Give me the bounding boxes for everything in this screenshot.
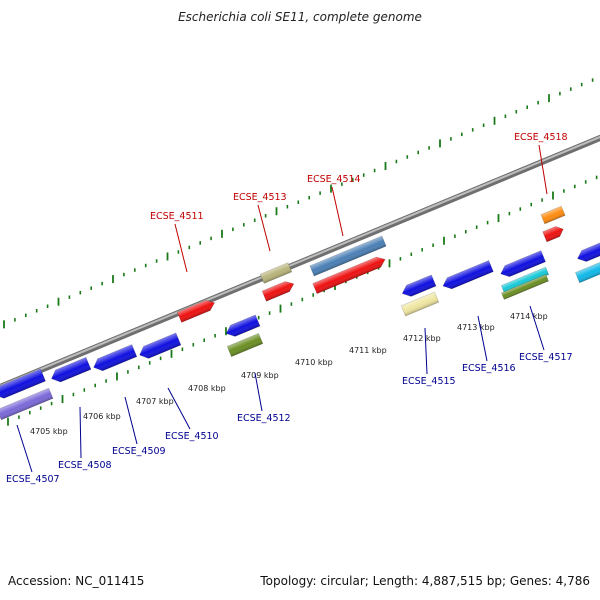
gene-label[interactable]: ECSE_4507 (6, 474, 60, 485)
label-leader-line (529, 305, 545, 351)
gene-label[interactable]: ECSE_4518 (514, 132, 568, 143)
gene-features (0, 205, 600, 421)
label-leader-line (167, 387, 191, 430)
scale-label: 4709 kbp (241, 371, 279, 380)
gene-label[interactable]: ECSE_4510 (165, 431, 219, 442)
gene-bar-4512[interactable] (226, 333, 264, 357)
gene-label[interactable]: ECSE_4511 (150, 211, 204, 222)
accession-text: Accession: NC_011415 (8, 574, 145, 588)
gene-arrow-4510[interactable] (137, 332, 182, 361)
label-leader-line (124, 396, 138, 445)
gene-bar-4513[interactable] (259, 262, 293, 284)
label-leader-line (477, 315, 488, 362)
scale-label: 4712 kbp (403, 334, 441, 343)
gene-arrow-4508[interactable] (49, 356, 92, 384)
label-leader-line (257, 204, 271, 252)
gene-bar-4515[interactable] (400, 291, 440, 317)
label-leader-line (538, 144, 548, 195)
gene-arrow-4518[interactable] (542, 224, 566, 243)
label-leader-line (331, 186, 344, 237)
gene-label[interactable]: ECSE_4515 (402, 376, 456, 387)
gene-label[interactable]: ECSE_4512 (237, 413, 291, 424)
scale-label: 4707 kbp (136, 397, 174, 406)
gene-arrow-next[interactable] (575, 237, 600, 264)
gene-arrow-4507[interactable] (0, 368, 46, 401)
tick-track-lower (7, 175, 598, 426)
gene-arrow-4517[interactable] (498, 250, 546, 280)
genome-backbone (0, 134, 600, 391)
gene-bar-4517a[interactable] (500, 266, 550, 294)
gene-label[interactable]: ECSE_4513 (233, 192, 287, 203)
scale-label: 4706 kbp (83, 412, 121, 421)
gene-bar-4514[interactable] (309, 235, 387, 277)
scale-label: 4711 kbp (349, 346, 387, 355)
gene-arrow-4515[interactable] (400, 274, 437, 299)
scale-label: 4705 kbp (30, 427, 68, 436)
gene-arrow-4509[interactable] (91, 344, 138, 374)
label-leader-line (16, 424, 33, 473)
gene-bar-next[interactable] (575, 256, 600, 284)
gene-label[interactable]: ECSE_4517 (519, 352, 573, 363)
scale-label: 4714 kbp (510, 312, 548, 321)
backbone-highlight (0, 135, 600, 388)
map-title: Escherichia coli SE11, complete genome (178, 10, 422, 24)
gene-bar-4507[interactable] (0, 387, 54, 421)
gene-bar-4518[interactable] (540, 205, 566, 225)
gene-arrow-4512[interactable] (224, 314, 261, 339)
gene-label[interactable]: ECSE_4509 (112, 446, 166, 457)
tick-track-upper (3, 78, 594, 329)
gene-label[interactable]: ECSE_4516 (462, 363, 516, 374)
scale-labels: 4705 kbp 4706 kbp 4707 kbp 4708 kbp 4709 kbp… (30, 312, 548, 436)
label-leader-line (424, 327, 428, 375)
gene-arrow-4511[interactable] (176, 298, 216, 323)
gene-bar-4517b[interactable] (501, 274, 549, 300)
gene-arrow-4513[interactable] (261, 279, 296, 302)
gene-arrow-4514[interactable] (312, 254, 387, 295)
label-leader-line (79, 406, 82, 459)
label-leader-line (174, 223, 188, 273)
gene-label[interactable]: ECSE_4508 (58, 460, 112, 471)
label-leader-line (254, 372, 263, 412)
scale-label: 4710 kbp (295, 358, 333, 367)
gene-arrow-4516[interactable] (441, 260, 494, 291)
gene-label[interactable]: ECSE_4514 (307, 174, 361, 185)
scale-label: 4708 kbp (188, 384, 226, 393)
scale-label: 4713 kbp (457, 323, 495, 332)
genome-summary-text: Topology: circular; Length: 4,887,515 bp… (260, 574, 590, 588)
